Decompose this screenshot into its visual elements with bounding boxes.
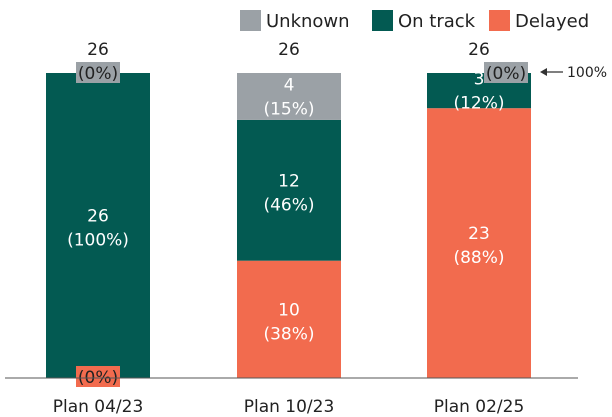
bars — [46, 73, 531, 378]
bar-on-track-plan-04-23 — [46, 73, 150, 378]
annotation-label: 100% — [567, 65, 607, 81]
bar-delayed-plan-10-23 — [237, 260, 341, 378]
data-label-unknown-plan-04-23-box — [76, 62, 120, 83]
data-label-on-track-plan-04-23: 26 (100%) — [67, 207, 129, 251]
total-label-plan-10-23: 26 — [278, 40, 300, 60]
x-axis-tick-labels: Plan 04/23 Plan 10/23 Plan 02/25 — [53, 397, 525, 417]
total-label-plan-02-25: 26 — [468, 40, 490, 60]
data-label-on-track-plan-02-25: 3 (12%) — [453, 70, 504, 114]
data-label-unknown-plan-02-25-box — [484, 62, 528, 83]
bar-delayed-plan-02-25 — [427, 108, 531, 378]
category-label-plan-04-23: Plan 04/23 — [53, 397, 144, 417]
legend-label-on-track: On track — [398, 11, 476, 32]
data-label-delayed-plan-10-23: 10 (38%) — [263, 300, 314, 344]
annotation-arrowhead — [540, 68, 547, 76]
annotation: 100% — [540, 65, 607, 81]
category-label-plan-10-23: Plan 10/23 — [244, 397, 335, 417]
bar-unknown-plan-10-23 — [237, 73, 341, 120]
data-label-delayed-plan-04-23-box — [76, 366, 120, 387]
legend-swatch-on-track — [372, 10, 393, 31]
legend-swatch-delayed — [489, 10, 510, 31]
data-label-unknown-plan-02-25: (0%) — [486, 64, 526, 84]
total-label-plan-04-23: 26 — [87, 40, 109, 60]
legend: Unknown On track Delayed — [240, 10, 589, 32]
data-label-unknown-plan-04-23: (0%) — [78, 64, 118, 84]
data-label-delayed-plan-02-25: 23 (88%) — [453, 224, 504, 268]
bar-on-track-plan-10-23 — [237, 119, 341, 261]
legend-swatch-unknown — [240, 10, 261, 31]
data-labels: 26 26 26 (0%) 10 (38%) 23 (88%) 26 (100%) 12 (46%) 3… — [67, 40, 528, 388]
data-label-on-track-plan-10-23: 12 (46%) — [263, 171, 314, 215]
legend-label-unknown: Unknown — [266, 11, 350, 32]
legend-label-delayed: Delayed — [515, 11, 589, 32]
category-label-plan-02-25: Plan 02/25 — [434, 397, 525, 417]
data-label-unknown-plan-10-23: 4 (15%) — [263, 75, 314, 119]
